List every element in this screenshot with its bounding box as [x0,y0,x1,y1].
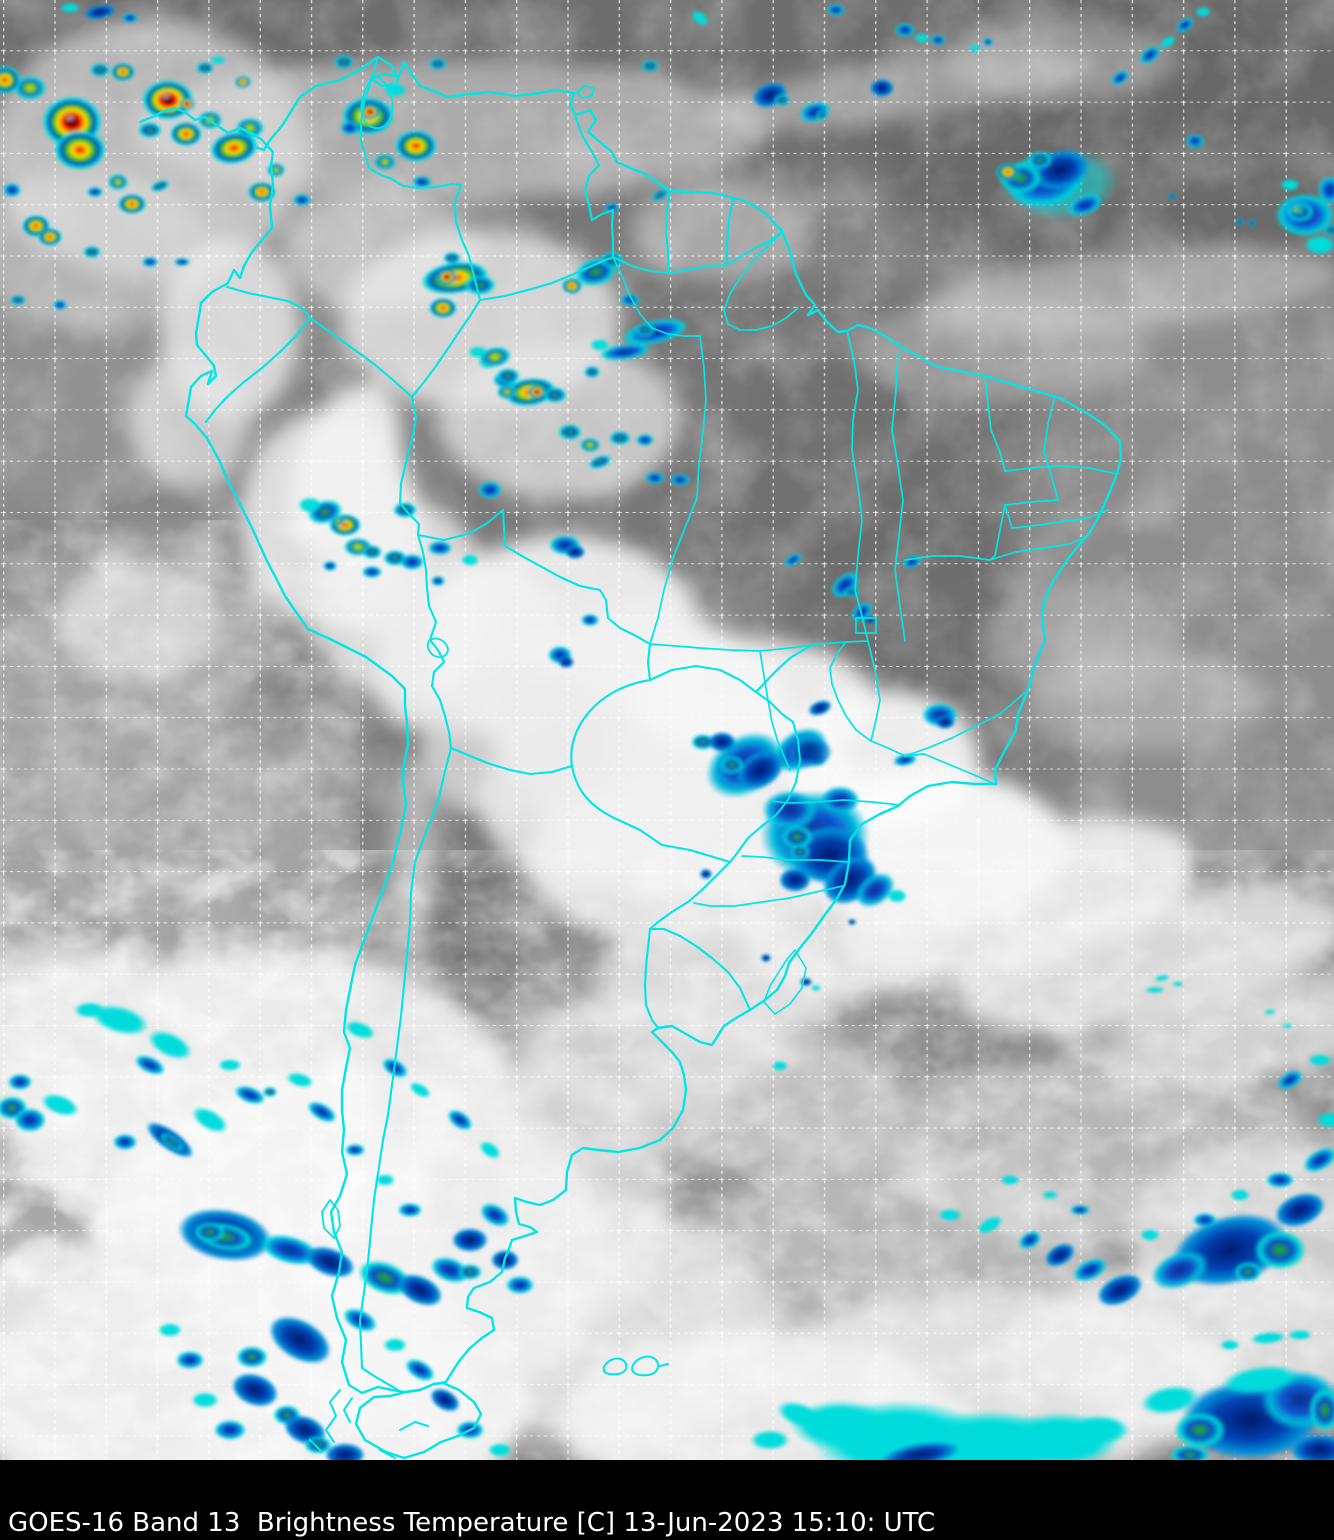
storm-band-southeast-atlantic [938,974,1334,1460]
ir-enhanced-storms [0,3,1334,1460]
storm-cells-peru-bolivia [298,497,958,767]
falkland-islands-outline [602,1355,669,1377]
caption-bar: GOES-16 Band 13 Brightness Temperature [… [0,1460,1334,1540]
storm-cells-amazon [468,339,665,668]
satellite-map [0,0,1334,1460]
frontal-system-south [0,1002,534,1460]
cyan-cloud-mass-south-atlantic [750,1400,1130,1460]
storm-system-southeast-brazil [691,700,907,1071]
geopolitical-borders [138,55,1123,1460]
coastline-south-america [138,55,1123,1460]
storm-cell-tropical-atlantic [996,7,1334,255]
brazil-state-borders [612,231,1118,907]
storm-cells-north-coast [605,4,993,213]
caption-text: GOES-16 Band 13 Brightness Temperature [… [8,1508,936,1538]
